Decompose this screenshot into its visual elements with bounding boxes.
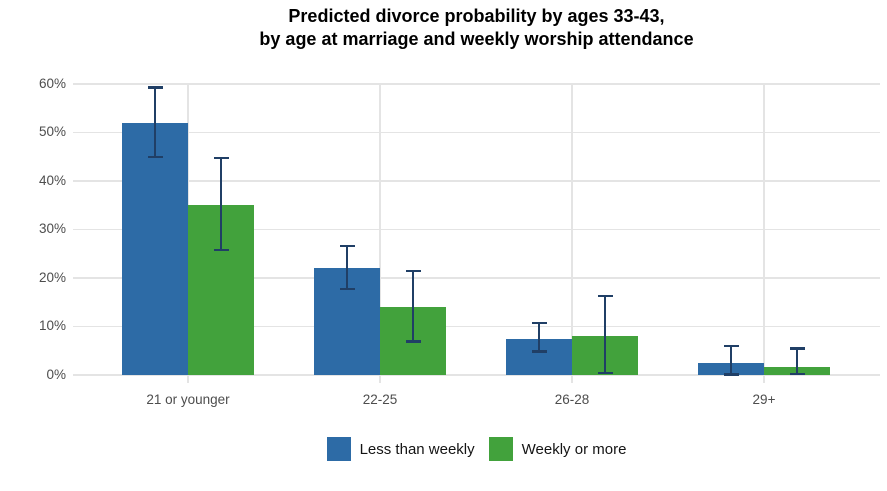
error-bar-cap <box>213 156 229 160</box>
error-bar-cap <box>147 155 163 159</box>
error-bar-cap <box>531 321 547 325</box>
legend-label: Less than weekly <box>359 440 475 458</box>
legend-item: Weekly or more <box>488 437 627 461</box>
x-tick-label: 26-28 <box>554 392 590 407</box>
error-bar-line <box>411 271 415 342</box>
gridline-horizontal <box>73 83 880 85</box>
chart-title-line1: Predicted divorce probability by ages 33… <box>288 6 665 26</box>
legend-swatch-less-than-weekly <box>326 437 351 461</box>
error-bar-line <box>729 345 733 375</box>
legend-label: Weekly or more <box>521 440 627 458</box>
error-bar-cap <box>339 287 355 291</box>
error-bar-cap <box>213 248 229 252</box>
chart-title-line2: by age at marriage and weekly worship at… <box>259 29 694 49</box>
gridline-vertical <box>379 84 381 375</box>
error-bar-cap <box>147 86 163 89</box>
y-tick-label: 10% <box>38 318 66 333</box>
chart-title: Predicted divorce probability by ages 33… <box>73 5 880 51</box>
y-tick-label: 30% <box>38 221 66 236</box>
bar <box>122 122 188 375</box>
legend-swatch-weekly-or-more <box>488 437 513 461</box>
error-bar-cap <box>531 350 547 353</box>
y-tick-label: 0% <box>46 367 66 382</box>
error-bar-cap <box>405 269 421 273</box>
error-bar-line <box>345 245 349 290</box>
gridline-vertical <box>571 84 573 375</box>
gridline-horizontal <box>73 131 880 134</box>
y-tick-label: 40% <box>38 173 66 188</box>
gridline-horizontal <box>73 325 880 328</box>
error-bar-line <box>603 295 607 374</box>
error-bar-cap <box>405 340 421 343</box>
gridline-horizontal <box>73 374 880 376</box>
plot-area <box>73 83 880 383</box>
legend: Less than weekly Weekly or more <box>73 437 880 461</box>
error-bar-cap <box>339 244 355 248</box>
y-axis: 60% 50% 40% 30% 20% 10% 0% <box>0 76 66 382</box>
x-tick-label: 29+ <box>752 392 776 407</box>
error-bar-line <box>219 158 223 250</box>
error-bar-cap <box>789 347 805 350</box>
error-bar-cap <box>597 294 613 298</box>
error-bar-cap <box>789 372 805 376</box>
axis-tick <box>379 375 381 383</box>
axis-tick <box>571 375 573 383</box>
error-bar-cap <box>723 373 739 376</box>
error-bar-line <box>153 87 157 158</box>
gridline-horizontal <box>73 180 880 182</box>
error-bar-cap <box>723 344 739 348</box>
y-tick-label: 20% <box>38 270 66 285</box>
gridline-horizontal <box>73 277 880 279</box>
error-bar-line <box>795 348 799 375</box>
axis-tick <box>187 375 189 383</box>
error-bar-line <box>537 323 541 352</box>
y-tick-label: 60% <box>38 76 66 91</box>
error-bar-cap <box>597 371 613 375</box>
legend-item: Less than weekly <box>326 437 475 461</box>
y-tick-label: 50% <box>38 124 66 139</box>
gridline-vertical <box>763 84 765 375</box>
x-tick-label: 22-25 <box>362 392 398 407</box>
x-axis: 21 or younger 22-25 26-28 29+ <box>73 392 880 412</box>
x-tick-label: 21 or younger <box>146 392 230 407</box>
axis-tick <box>763 375 765 383</box>
gridline-horizontal <box>73 228 880 231</box>
